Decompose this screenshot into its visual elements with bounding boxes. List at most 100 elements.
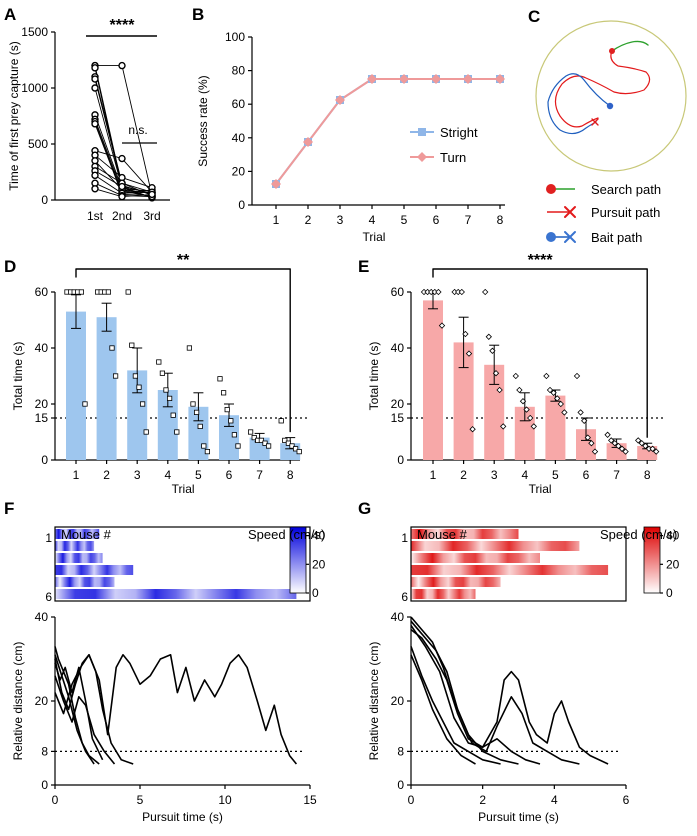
panelD-point bbox=[129, 342, 135, 348]
panelB-turn-marker bbox=[399, 74, 409, 84]
panelE-x-tick-label: 2 bbox=[460, 468, 467, 482]
panelE-point bbox=[642, 442, 649, 450]
panelF-heatmap-row bbox=[55, 541, 95, 551]
panelG-x-tick-label: 4 bbox=[551, 793, 558, 807]
panelD-point bbox=[143, 429, 149, 435]
panelD-point bbox=[278, 418, 284, 424]
panelF-trace bbox=[54, 675, 116, 765]
panelD-point bbox=[190, 401, 196, 407]
panelD-point bbox=[174, 429, 180, 435]
panelD-point bbox=[125, 289, 131, 295]
panelC-search-path bbox=[611, 40, 649, 52]
panelE-point bbox=[573, 372, 581, 380]
panelG-heatmap-row bbox=[411, 529, 519, 539]
panelG-heatmap-row bbox=[411, 565, 609, 575]
panelD-point bbox=[139, 401, 146, 407]
panelE-point bbox=[496, 386, 503, 394]
panelB-legend-stright-label: Stright bbox=[440, 125, 478, 140]
panelE-point bbox=[458, 288, 465, 296]
panelG-x-tick-label: 0 bbox=[408, 793, 415, 807]
panelD-point bbox=[258, 437, 265, 444]
panelB-turn-marker bbox=[463, 74, 473, 84]
panelD-x-tick-label: 6 bbox=[226, 468, 233, 482]
panelF-heatmap-label: Mouse # bbox=[61, 527, 112, 542]
panelG-heatmap-row bbox=[411, 541, 580, 551]
panelF-x-tick-label: 0 bbox=[52, 793, 59, 807]
panelE-point bbox=[591, 448, 599, 455]
panelD-point bbox=[285, 440, 292, 446]
panel-letter-e: E bbox=[358, 257, 369, 276]
panelE-point bbox=[462, 330, 469, 338]
panelD-y-tick-label: 40 bbox=[35, 341, 49, 355]
panelE-bar bbox=[576, 429, 596, 460]
panelF-x-axis-label: Pursuit time (s) bbox=[142, 810, 223, 824]
panelE-point bbox=[492, 370, 500, 377]
panelD-significance-bracket bbox=[75, 268, 291, 433]
panelD-point bbox=[220, 390, 227, 396]
panelD-y-tick-label: 20 bbox=[35, 397, 49, 411]
panelG-trace bbox=[410, 646, 501, 765]
panelA-sig-label: **** bbox=[110, 17, 136, 34]
panelA-y-tick-label: 0 bbox=[41, 193, 48, 207]
panelB-turn-marker bbox=[367, 74, 377, 84]
panelE-point bbox=[550, 389, 557, 396]
panel-letter-b: B bbox=[192, 5, 204, 24]
panelE-point bbox=[527, 414, 534, 422]
panelA-point bbox=[118, 182, 126, 191]
panelE-point bbox=[604, 431, 611, 438]
panelA-point bbox=[118, 192, 126, 201]
panelB-x-axis-label: Trial bbox=[363, 230, 386, 244]
panelG-y-tick-label: 8 bbox=[397, 744, 404, 758]
panelB-y-tick-label: 40 bbox=[232, 131, 246, 145]
panelF-trace bbox=[54, 654, 95, 765]
panel-letter-d: D bbox=[4, 257, 16, 276]
panelD-significance-label: ** bbox=[177, 252, 190, 269]
panelE-point bbox=[500, 423, 507, 430]
panelD-y-tick-label: 0 bbox=[41, 453, 48, 467]
panelD-point bbox=[224, 406, 230, 413]
panelD-point bbox=[136, 384, 142, 390]
panelE-point bbox=[438, 322, 446, 329]
panelE-point bbox=[638, 440, 645, 447]
panelG-x-tick-label: 2 bbox=[479, 793, 486, 807]
panelB-x-tick-label: 3 bbox=[337, 213, 344, 227]
panelE-point bbox=[465, 350, 473, 357]
panelA-point bbox=[118, 61, 126, 70]
panelF-colorbar-tick-label: 0 bbox=[312, 586, 319, 600]
panelF-heatmap-row bbox=[55, 577, 115, 587]
panelE-point bbox=[482, 288, 489, 296]
panelE-y-tick-label: 40 bbox=[391, 341, 405, 355]
panelD-point bbox=[186, 345, 192, 351]
panelA-y-axis-label: Time of first prey capture (s) bbox=[7, 41, 21, 191]
panelD-point bbox=[217, 376, 223, 382]
panelF-heatmap-row-first: 1 bbox=[45, 531, 52, 545]
panelD-bar bbox=[96, 317, 117, 460]
panelE-point bbox=[512, 372, 519, 380]
panelA-y-tick-label: 1500 bbox=[21, 25, 48, 39]
panelC-bait-start-dot bbox=[606, 102, 614, 110]
panelD-point bbox=[289, 443, 295, 449]
panelF-y-tick-label: 8 bbox=[41, 744, 48, 758]
panelE-bar bbox=[423, 300, 443, 460]
panelG-heatmap-row bbox=[411, 589, 476, 599]
panelE-y-axis-label: Total time (s) bbox=[367, 342, 381, 411]
panelF-x-tick-label: 5 bbox=[137, 793, 144, 807]
panelE-x-tick-label: 8 bbox=[644, 468, 651, 482]
panelG-colorbar bbox=[643, 526, 661, 594]
panelD-x-tick-label: 8 bbox=[287, 468, 294, 482]
panelD-point bbox=[197, 423, 203, 430]
panelC-legend-search-label: Search path bbox=[591, 182, 661, 197]
panelB-x-tick-label: 2 bbox=[305, 213, 312, 227]
panelE-point bbox=[584, 434, 591, 441]
panelD-point bbox=[201, 443, 207, 449]
panelD-y-tick-label: 60 bbox=[35, 285, 49, 299]
panel-letter-f: F bbox=[4, 499, 14, 518]
panelB-turn-marker bbox=[271, 179, 281, 189]
panelF-colorbar-tick-label: 20 bbox=[312, 557, 326, 571]
panelD-point bbox=[282, 437, 288, 444]
panelA-point bbox=[148, 190, 156, 199]
panelD-point bbox=[166, 395, 173, 402]
panelE-significance-bracket bbox=[432, 268, 648, 438]
panelE-x-tick-label: 3 bbox=[491, 468, 498, 482]
